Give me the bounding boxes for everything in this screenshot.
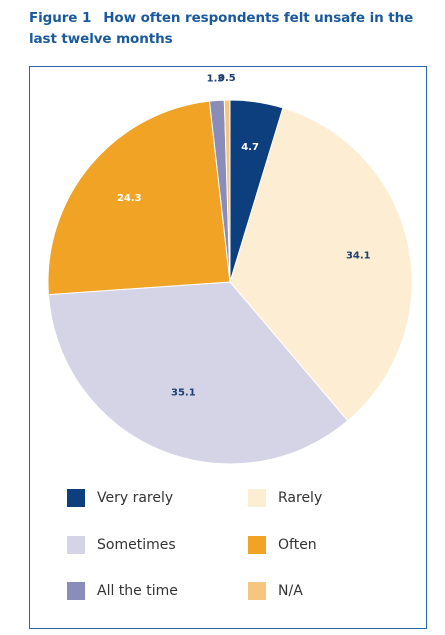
legend-label-rarely: Rarely [278,490,323,506]
pie-slice-sometimes [47,281,349,465]
legend-label-sometimes: Sometimes [97,537,176,553]
chart-title: Figure 1 How often respondents felt unsaf… [29,8,429,50]
legend-item-rarely: Rarely [248,487,322,509]
legend-swatch-rarely [248,489,266,507]
legend-label-all-the-time: All the time [97,583,178,599]
chart-panel: 4.7 34.1 35.1 24.3 1.3 0.5 Very rarely Rarely S… [29,66,427,629]
legend-swatch-very-rarely [67,489,85,507]
legend-swatch-sometimes [67,536,85,554]
legend-swatch-often [248,536,266,554]
data-label-often: 24.3 [117,193,142,204]
pie-slice-n-a [223,99,231,283]
legend-label-often: Often [278,537,317,553]
legend-swatch-all-the-time [67,582,85,600]
legend-item-often: Often [248,534,317,556]
data-label-sometimes: 35.1 [171,388,196,399]
pie-slices [47,99,413,465]
legend-swatch-n-a [248,582,266,600]
pie-data-labels: 4.7 34.1 35.1 24.3 1.30.5 [117,73,371,399]
data-label-very-rarely: 4.7 [241,142,259,153]
data-label-all-the-time: 1.3 [207,73,225,84]
legend-item-sometimes: Sometimes [67,534,176,556]
figure-number: Figure 1 [29,10,92,26]
data-label-rarely: 34.1 [346,250,371,261]
legend-item-very-rarely: Very rarely [67,487,173,509]
pie-chart: 4.7 34.1 35.1 24.3 1.30.5 [47,73,413,465]
legend-item-n-a: N/A [248,580,303,602]
pie-slice-often [47,100,231,296]
legend-item-all-the-time: All the time [67,580,178,602]
data-label-n-a: 0.5 [218,73,236,84]
pie-slice-rarely [229,107,413,422]
legend-label-very-rarely: Very rarely [97,490,174,506]
legend-label-n-a: N/A [278,583,303,599]
figure-caption: How often respondents felt unsafe in the… [29,10,414,47]
